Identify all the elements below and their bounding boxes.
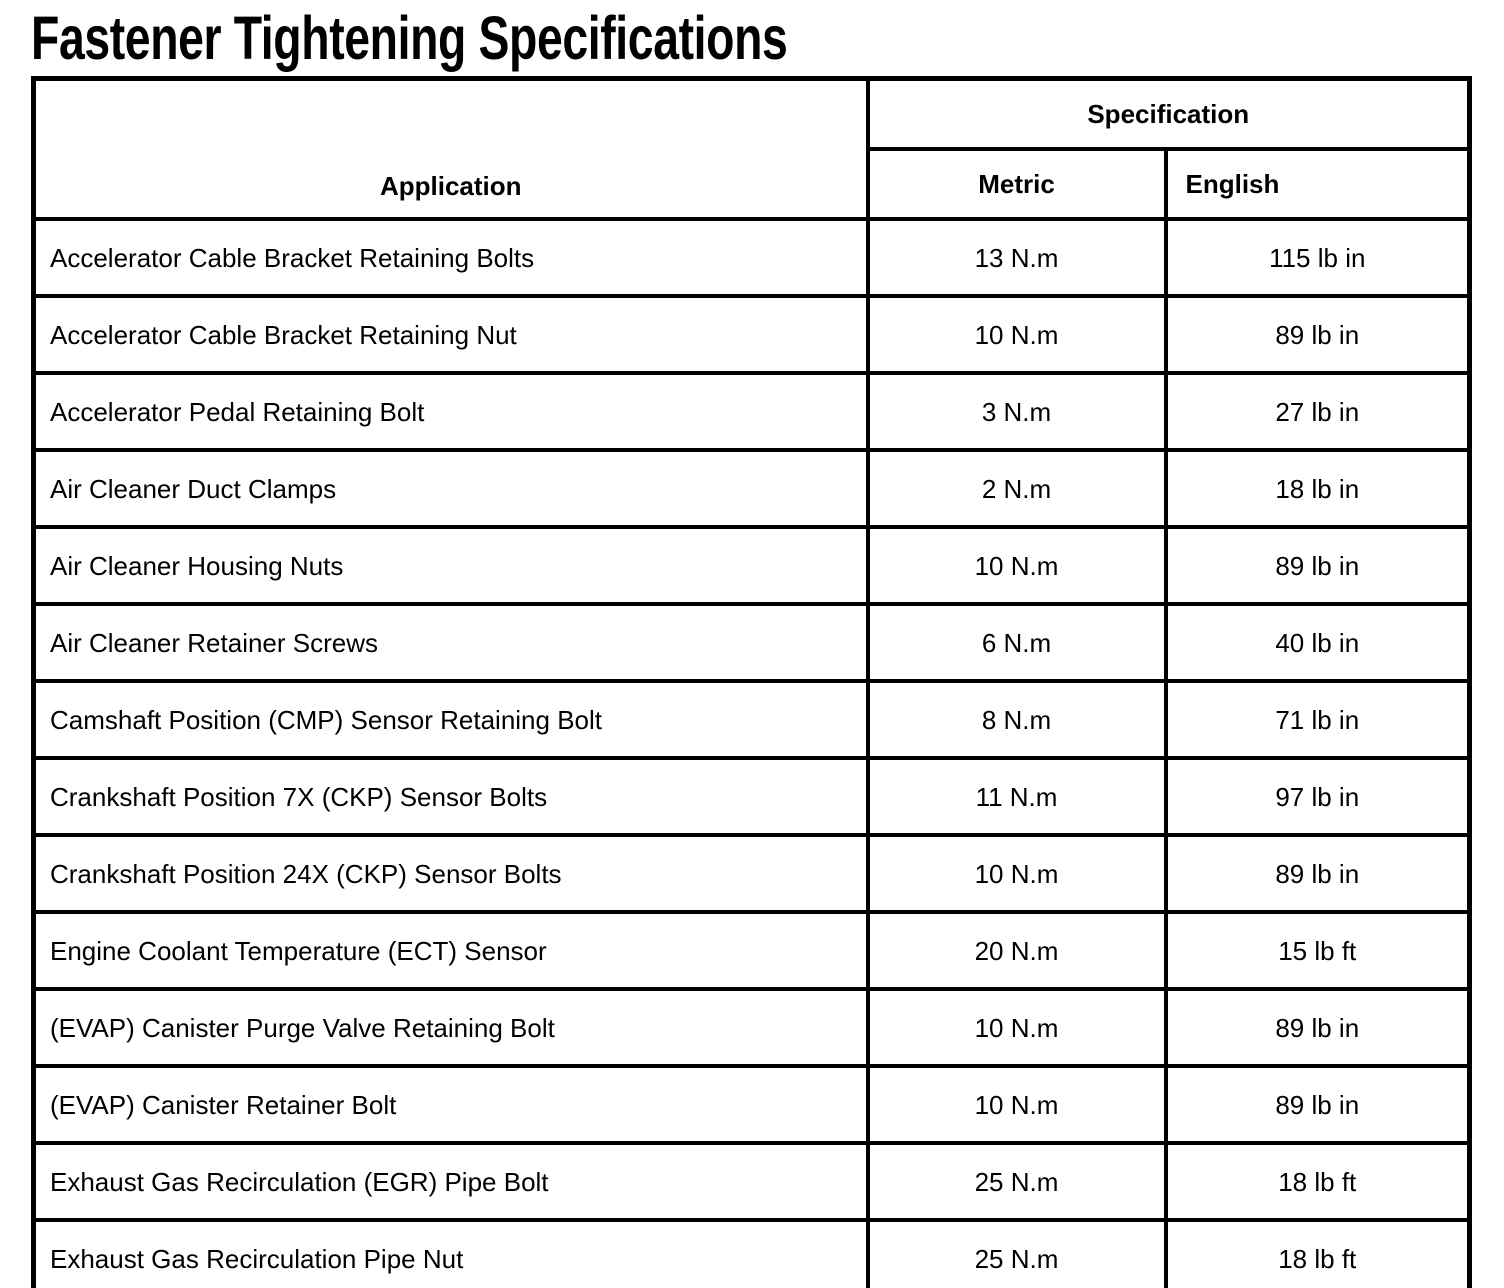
column-header-application: Application xyxy=(31,76,870,221)
table-body: Accelerator Cable Bracket Retaining Bolt… xyxy=(31,217,1472,1288)
table-row: Crankshaft Position 24X (CKP) Sensor Bol… xyxy=(31,833,1472,914)
metric-value-cell: 10 N.m xyxy=(865,987,1168,1068)
table-row: Engine Coolant Temperature (ECT) Sensor … xyxy=(31,910,1472,991)
english-value-cell: 71 lb in xyxy=(1163,679,1472,760)
table-row: Crankshaft Position 7X (CKP) Sensor Bolt… xyxy=(31,756,1472,837)
application-cell: Exhaust Gas Recirculation Pipe Nut xyxy=(31,1218,870,1288)
english-value-cell: 18 lb ft xyxy=(1163,1218,1472,1288)
table-row: Accelerator Pedal Retaining Bolt 3 N.m 2… xyxy=(31,371,1472,452)
metric-value-cell: 11 N.m xyxy=(865,756,1168,837)
metric-value-cell: 10 N.m xyxy=(865,1064,1168,1145)
table-row: Air Cleaner Retainer Screws 6 N.m 40 lb … xyxy=(31,602,1472,683)
application-cell: Camshaft Position (CMP) Sensor Retaining… xyxy=(31,679,870,760)
english-value-cell: 27 lb in xyxy=(1163,371,1472,452)
english-value-cell: 89 lb in xyxy=(1163,1064,1472,1145)
table-row: Exhaust Gas Recirculation Pipe Nut 25 N.… xyxy=(31,1218,1472,1288)
column-header-specification: Specification xyxy=(865,76,1472,151)
english-value-cell: 18 lb in xyxy=(1163,448,1472,529)
application-cell: Accelerator Pedal Retaining Bolt xyxy=(31,371,870,452)
metric-value-cell: 10 N.m xyxy=(865,525,1168,606)
application-cell: Engine Coolant Temperature (ECT) Sensor xyxy=(31,910,870,991)
application-cell: Air Cleaner Housing Nuts xyxy=(31,525,870,606)
metric-value-cell: 8 N.m xyxy=(865,679,1168,760)
table-row: Air Cleaner Housing Nuts 10 N.m 89 lb in xyxy=(31,525,1472,606)
english-value-cell: 97 lb in xyxy=(1163,756,1472,837)
metric-value-cell: 10 N.m xyxy=(865,833,1168,914)
table-row: Accelerator Cable Bracket Retaining Nut … xyxy=(31,294,1472,375)
metric-value-cell: 3 N.m xyxy=(865,371,1168,452)
english-value-cell: 89 lb in xyxy=(1163,525,1472,606)
application-cell: Exhaust Gas Recirculation (EGR) Pipe Bol… xyxy=(31,1141,870,1222)
application-cell: Crankshaft Position 24X (CKP) Sensor Bol… xyxy=(31,833,870,914)
table-row: Exhaust Gas Recirculation (EGR) Pipe Bol… xyxy=(31,1141,1472,1222)
english-value-cell: 89 lb in xyxy=(1163,833,1472,914)
table-row: Accelerator Cable Bracket Retaining Bolt… xyxy=(31,217,1472,298)
metric-value-cell: 10 N.m xyxy=(865,294,1168,375)
metric-value-cell: 25 N.m xyxy=(865,1141,1168,1222)
metric-value-cell: 6 N.m xyxy=(865,602,1168,683)
column-header-metric: Metric xyxy=(865,147,1168,221)
application-cell: (EVAP) Canister Retainer Bolt xyxy=(31,1064,870,1145)
table-row: (EVAP) Canister Retainer Bolt 10 N.m 89 … xyxy=(31,1064,1472,1145)
application-cell: Crankshaft Position 7X (CKP) Sensor Bolt… xyxy=(31,756,870,837)
metric-value-cell: 20 N.m xyxy=(865,910,1168,991)
english-value-cell: 89 lb in xyxy=(1163,294,1472,375)
application-cell: (EVAP) Canister Purge Valve Retaining Bo… xyxy=(31,987,870,1068)
application-cell: Accelerator Cable Bracket Retaining Bolt… xyxy=(31,217,870,298)
column-header-english: English xyxy=(1163,147,1472,221)
header-row-top: Application Specification xyxy=(31,76,1472,221)
english-value-cell: 18 lb ft xyxy=(1163,1141,1472,1222)
table-row: Camshaft Position (CMP) Sensor Retaining… xyxy=(31,679,1472,760)
application-cell: Accelerator Cable Bracket Retaining Nut xyxy=(31,294,870,375)
page-title: Fastener Tightening Specifications xyxy=(31,4,788,72)
table-header: Application Specification Metric English xyxy=(31,76,1472,221)
metric-value-cell: 2 N.m xyxy=(865,448,1168,529)
table-row: Air Cleaner Duct Clamps 2 N.m 18 lb in xyxy=(31,448,1472,529)
english-value-cell: 89 lb in xyxy=(1163,987,1472,1068)
fastener-spec-table: Application Specification Metric English… xyxy=(31,76,1473,1288)
table-row: (EVAP) Canister Purge Valve Retaining Bo… xyxy=(31,987,1472,1068)
english-value-cell: 40 lb in xyxy=(1163,602,1472,683)
metric-value-cell: 13 N.m xyxy=(865,217,1168,298)
application-cell: Air Cleaner Retainer Screws xyxy=(31,602,870,683)
header-row-units: Metric English xyxy=(34,147,1472,221)
english-value-cell: 15 lb ft xyxy=(1163,910,1472,991)
metric-value-cell: 25 N.m xyxy=(865,1218,1168,1288)
application-cell: Air Cleaner Duct Clamps xyxy=(31,448,870,529)
english-value-cell: 115 lb in xyxy=(1163,217,1472,298)
